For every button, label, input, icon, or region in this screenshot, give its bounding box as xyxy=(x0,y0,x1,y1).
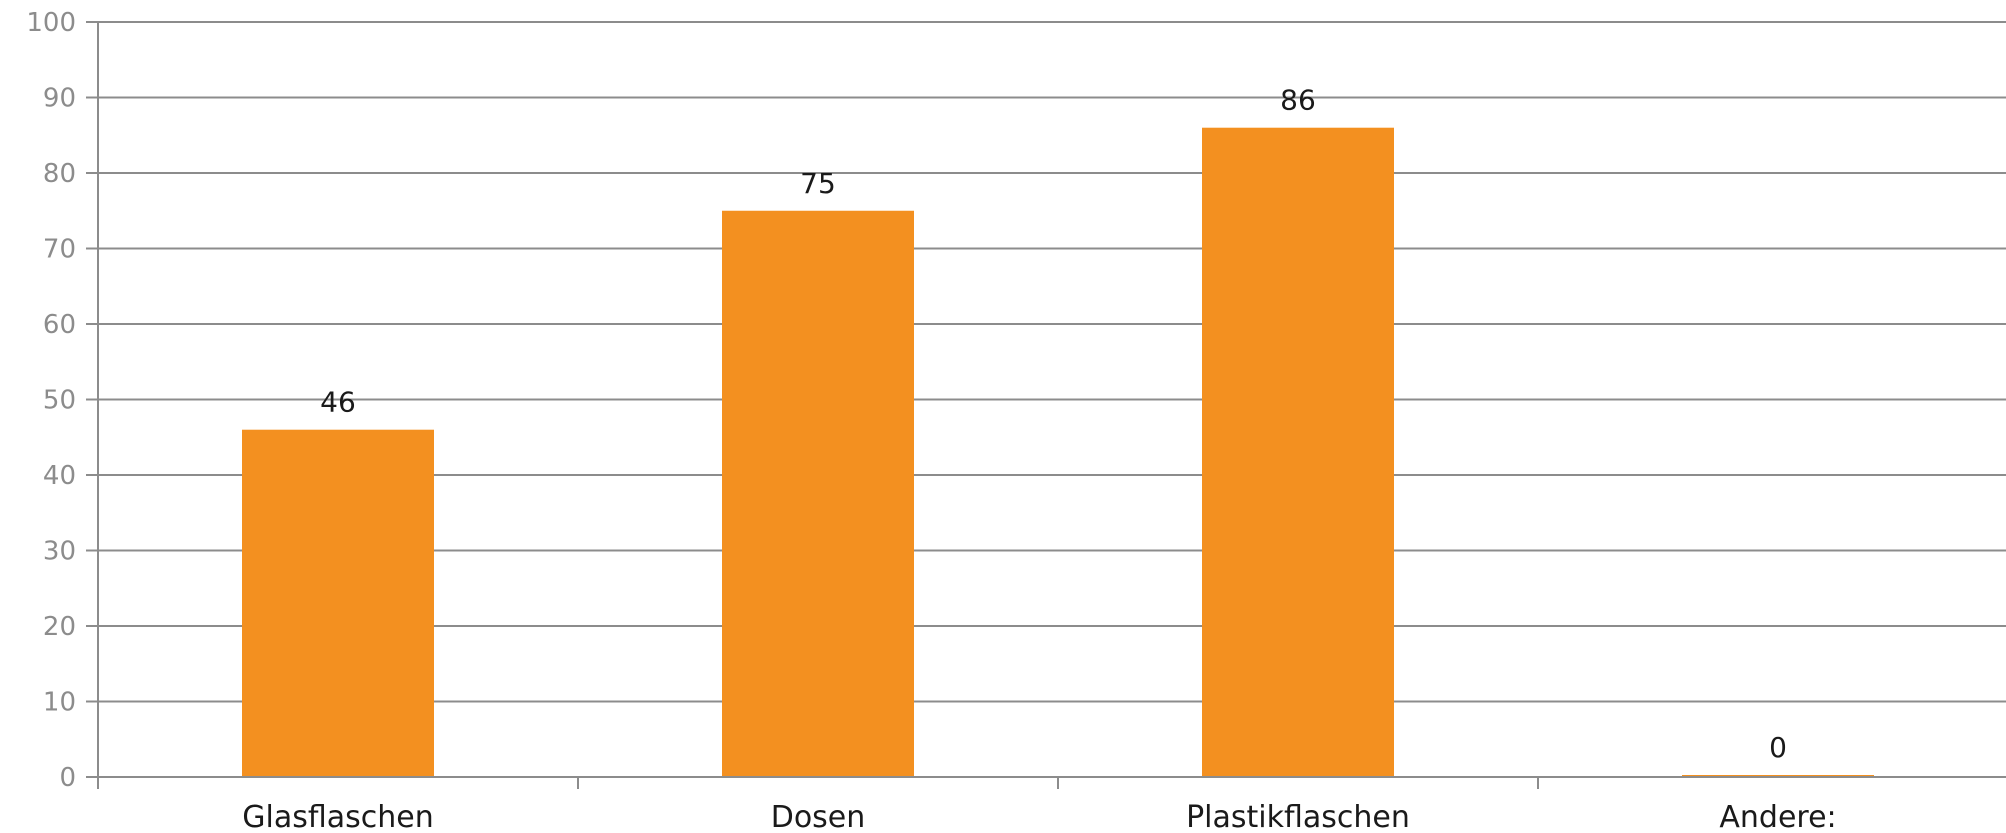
bars xyxy=(242,127,1874,777)
y-tick-label: 0 xyxy=(59,763,76,793)
y-tick-label: 50 xyxy=(43,386,76,416)
x-tick-label: Plastikflaschen xyxy=(1186,800,1410,833)
y-axis-tick-labels: 0 10 20 30 40 50 60 70 80 90 100 xyxy=(26,8,98,793)
y-tick-label: 90 xyxy=(43,84,76,114)
y-tick-label: 30 xyxy=(43,537,76,567)
data-label: 0 xyxy=(1769,731,1787,764)
y-tick-label: 100 xyxy=(26,8,76,38)
data-label: 46 xyxy=(320,386,356,419)
x-tick-label: Glasflaschen xyxy=(242,800,433,833)
y-tick-label: 60 xyxy=(43,310,76,340)
y-tick-label: 80 xyxy=(43,159,76,189)
y-tick-label: 70 xyxy=(43,235,76,265)
bar xyxy=(242,429,434,777)
y-tick-label: 40 xyxy=(43,461,76,491)
data-label: 86 xyxy=(1280,84,1316,117)
data-label: 75 xyxy=(800,167,836,200)
y-tick-label: 20 xyxy=(43,612,76,642)
x-tick-label: Dosen xyxy=(771,800,866,833)
x-tick-label: Andere: xyxy=(1719,800,1836,833)
y-tick-label: 10 xyxy=(43,688,76,718)
axes xyxy=(97,22,2006,789)
bar xyxy=(722,210,914,777)
x-axis-tick-labels: Glasflaschen Dosen Plastikflaschen Andere: xyxy=(242,800,1836,833)
bar xyxy=(1202,127,1394,777)
data-labels: 46 75 86 0 xyxy=(320,84,1787,764)
